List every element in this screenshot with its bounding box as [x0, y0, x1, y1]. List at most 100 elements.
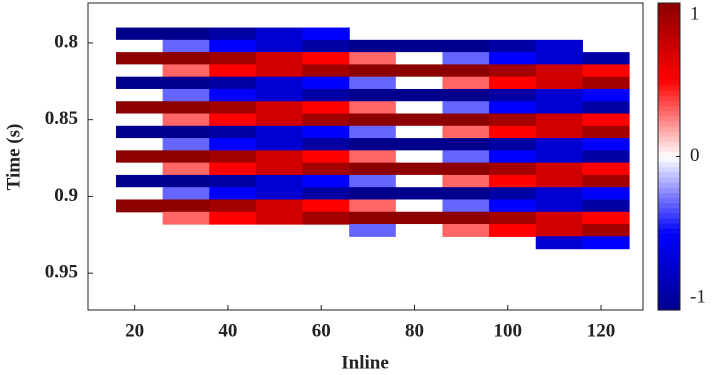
heatmap-cell — [115, 76, 164, 90]
colorbar-segment — [658, 43, 680, 50]
colorbar-tick-label: 0 — [690, 145, 700, 166]
heatmap-cell — [349, 101, 397, 115]
colorbar-segment — [658, 243, 680, 250]
heatmap-cell — [535, 174, 583, 188]
x-tick-label: 40 — [218, 320, 237, 341]
heatmap-cell — [535, 150, 583, 164]
heatmap-cell — [489, 76, 537, 90]
heatmap-cell — [395, 224, 444, 237]
colorbar-segment — [658, 59, 680, 65]
colorbar-segment — [658, 233, 680, 239]
heatmap-cell — [582, 64, 630, 78]
heatmap-cell — [302, 150, 350, 164]
heatmap-cell — [395, 138, 444, 151]
heatmap-cell — [489, 101, 537, 115]
colorbar-segment — [658, 176, 680, 183]
heatmap-cell — [255, 39, 304, 53]
heatmap-cell — [209, 39, 257, 53]
heatmap-cell — [255, 162, 304, 176]
heatmap-cell — [582, 162, 630, 176]
colorbar-segment — [658, 54, 680, 60]
heatmap-cell — [115, 52, 164, 65]
colorbar-segment — [658, 289, 680, 296]
colorbar-segment — [658, 33, 680, 40]
colorbar-segment — [658, 38, 680, 45]
colorbar-segment — [658, 238, 680, 245]
heatmap-cell — [255, 64, 304, 78]
heatmap-cell — [489, 64, 537, 78]
heatmap-cell — [115, 150, 164, 164]
heatmap-cell — [489, 138, 537, 151]
x-tick-label: 120 — [587, 320, 616, 341]
colorbar-segment — [658, 8, 680, 14]
heatmap-cell — [302, 174, 350, 188]
colorbar-segment — [658, 89, 680, 96]
heatmap-cell — [209, 76, 257, 90]
heatmap-cell — [395, 101, 444, 115]
heatmap-cell — [582, 101, 630, 115]
heatmap-cell — [395, 211, 444, 225]
colorbar-segment — [658, 212, 680, 219]
heatmap-cell — [442, 211, 490, 225]
heatmap-cell — [442, 101, 490, 115]
colorbar-segment — [658, 228, 680, 234]
colorbar-segment — [658, 79, 680, 86]
heatmap-cell — [395, 174, 444, 188]
heatmap-cell — [582, 52, 630, 65]
heatmap-cell — [162, 125, 210, 139]
heatmap-cell — [162, 211, 210, 225]
heatmap-cell — [535, 187, 583, 201]
heatmap-cell — [162, 174, 210, 188]
heatmap-cell — [349, 52, 397, 65]
heatmap-cell — [395, 150, 444, 164]
colorbar-segment — [658, 3, 680, 9]
heatmap-cell — [255, 174, 304, 188]
colorbar-segment — [658, 13, 680, 19]
heatmap-cell — [489, 88, 537, 102]
heatmap-cell — [162, 76, 210, 90]
heatmap-cell — [115, 101, 164, 115]
heatmap-cell — [349, 39, 397, 53]
heatmap-cell — [302, 125, 350, 139]
heatmap-cell — [442, 224, 490, 237]
heatmap-cell — [395, 199, 444, 213]
heatmap-cell — [162, 199, 210, 213]
y-tick-label: 0.9 — [54, 185, 78, 206]
heatmap-cell — [209, 101, 257, 115]
colorbar-segment — [658, 49, 680, 55]
colorbar-segment — [658, 171, 680, 178]
heatmap-cell — [115, 125, 164, 139]
heatmap-cell — [535, 88, 583, 102]
colorbar-segment — [658, 279, 680, 286]
heatmap-cell — [255, 187, 304, 201]
heatmap-cell — [302, 199, 350, 213]
heatmap-cell — [582, 138, 630, 151]
heatmap-cell — [255, 138, 304, 151]
heatmap-cell — [535, 138, 583, 151]
heatmap-cell — [489, 125, 537, 139]
colorbar-segment — [658, 156, 680, 163]
colorbar-segment — [658, 253, 680, 260]
heatmap-cell — [255, 199, 304, 213]
heatmap-cell — [349, 88, 397, 102]
heatmap-cell — [395, 52, 444, 65]
heatmap-cell — [115, 27, 164, 41]
heatmap-cell — [162, 52, 210, 65]
heatmap-cell — [395, 113, 444, 127]
heatmap-cell — [535, 76, 583, 90]
colorbar-segment — [658, 146, 680, 152]
colorbar-segment — [658, 258, 680, 265]
heatmap-cell — [349, 64, 397, 78]
heatmap-cell — [442, 64, 490, 78]
heatmap-cell — [442, 39, 490, 53]
colorbar-segment — [658, 100, 680, 106]
heatmap-cell — [302, 113, 350, 127]
heatmap-cell — [302, 64, 350, 78]
heatmap-cell — [255, 52, 304, 65]
colorbar-tick-label: -1 — [690, 286, 706, 307]
colorbar-segment — [658, 28, 680, 35]
heatmap-cell — [349, 162, 397, 176]
colorbar-segment — [658, 192, 680, 199]
colorbar-segment — [658, 18, 680, 25]
colorbar-segment — [658, 299, 680, 306]
